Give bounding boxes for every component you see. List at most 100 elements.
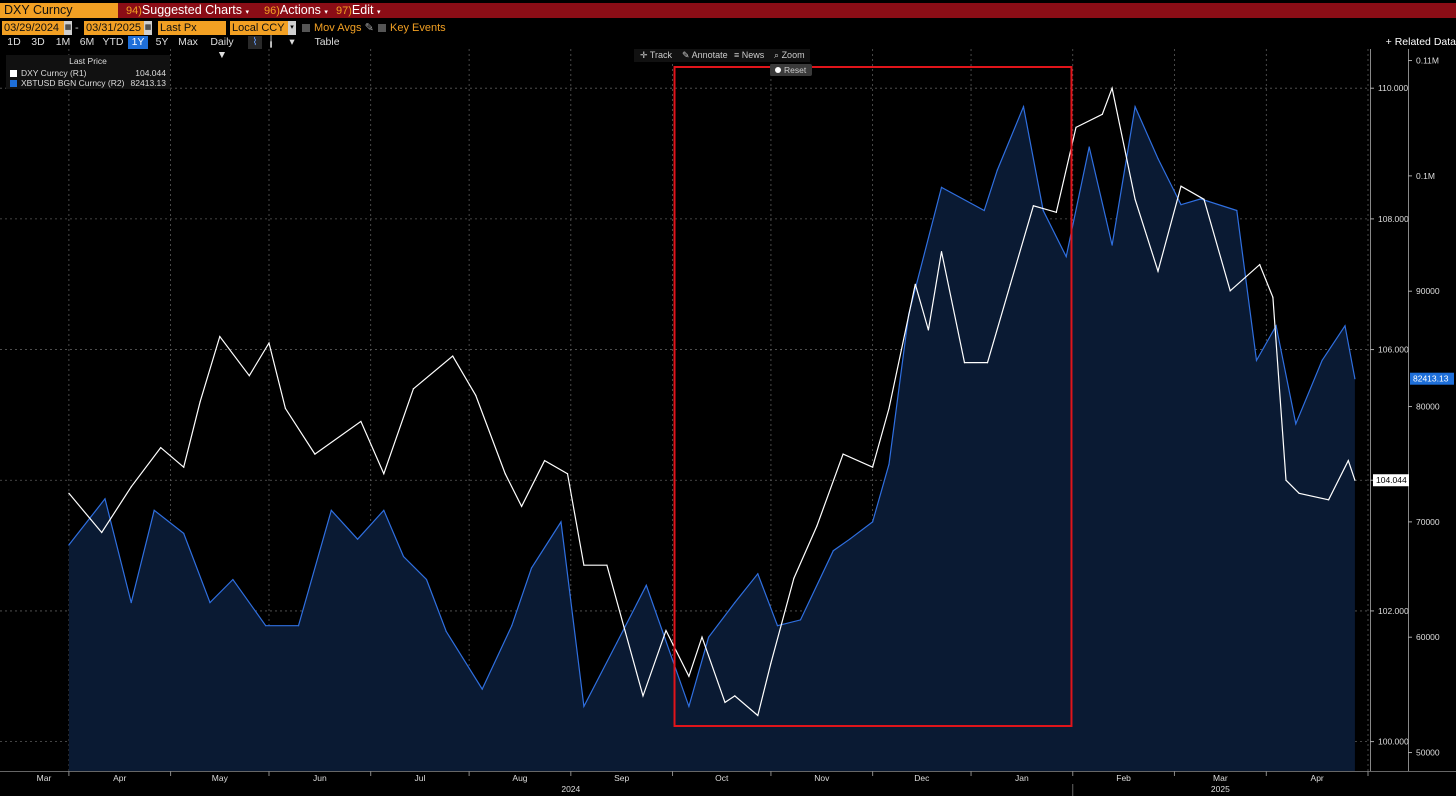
legend-item-btc[interactable]: XBTUSD BGN Curncy (R2) 82413.13 [10, 78, 166, 88]
line-chart-icon[interactable]: ⌇ [248, 36, 262, 49]
dxy-point [101, 531, 103, 534]
table-button[interactable]: Table [314, 36, 340, 48]
dxy-point [701, 636, 703, 638]
btc-point [265, 625, 267, 627]
dxy-point [219, 335, 221, 338]
btc-point [832, 550, 834, 552]
mov-avgs-toggle[interactable]: Mov Avgs ✎ [302, 21, 374, 35]
chevron-down-icon: ▾ [324, 9, 328, 16]
btc-point [1042, 209, 1044, 212]
dxy-point [412, 388, 414, 390]
related-data-button[interactable]: + Related Data [1385, 36, 1456, 48]
calendar-icon[interactable]: ▦ [144, 21, 152, 35]
dxy-point [642, 695, 644, 697]
dxy-point [1354, 479, 1356, 481]
x-tick-label: Feb [1116, 773, 1131, 783]
dxy-point [793, 577, 795, 579]
btc-point [1354, 378, 1356, 380]
range-3d[interactable]: 3D [31, 36, 45, 48]
range-1y[interactable]: 1Y [128, 36, 148, 49]
key-events-toggle[interactable]: Key Events [378, 21, 446, 35]
ticker-input[interactable]: DXY Curncy [0, 3, 118, 18]
start-date-field[interactable]: 03/29/2024 [2, 21, 64, 35]
dxy-point [1134, 198, 1136, 200]
x-tick-label: Mar [37, 773, 52, 783]
range-1d[interactable]: 1D [7, 36, 21, 48]
btc-point [1275, 325, 1277, 327]
magnifier-icon: ⌕ [774, 50, 780, 60]
chevron-down-icon[interactable]: ▾ [288, 21, 296, 35]
chevron-down-icon: ▾ [245, 9, 249, 16]
dxy-point [1203, 198, 1205, 200]
btc-point [616, 642, 618, 644]
dxy-point [475, 394, 477, 396]
btc-point [757, 573, 759, 575]
r2-tick-label: 60000 [1416, 632, 1440, 642]
actions-menu[interactable]: 96)Actions ▾ [264, 3, 328, 17]
edit-menu[interactable]: 97)Edit ▾ [336, 3, 381, 17]
dxy-point [248, 375, 250, 377]
btc-point [560, 521, 562, 523]
news-tool[interactable]: ≡ News [734, 50, 765, 60]
btc-point [104, 498, 106, 500]
price-field-select[interactable]: Last Px [158, 21, 226, 35]
dxy-point [888, 407, 890, 409]
range-max[interactable]: Max [178, 36, 198, 48]
btc-point [481, 688, 483, 690]
range-1m[interactable]: 1M [55, 36, 71, 48]
range-ytd[interactable]: YTD [102, 36, 124, 48]
calendar-icon[interactable]: ▦ [64, 21, 72, 35]
btc-point [1022, 106, 1025, 108]
dxy-point [130, 486, 132, 488]
btc-point [872, 521, 874, 523]
dxy-point [1055, 211, 1057, 213]
track-tool[interactable]: ✛ Track [640, 50, 673, 60]
series-lines [68, 86, 1356, 717]
x-tick-label: Apr [1311, 773, 1324, 783]
dxy-line [68, 86, 1356, 717]
checkbox-icon [302, 24, 310, 32]
r1-tick-label: 102.000 [1378, 606, 1409, 616]
range-5y[interactable]: 5Y [155, 36, 169, 48]
chevron-down-icon[interactable]: ▾ [289, 36, 295, 48]
dxy-point [816, 525, 818, 527]
legend: Last Price DXY Curncy (R1) 104.044 XBTUS… [6, 55, 170, 89]
btc-point [130, 602, 132, 604]
r2-tick-label: 90000 [1416, 286, 1440, 296]
dxy-last-value: 104.044 [1376, 475, 1407, 485]
end-date-field[interactable]: 03/31/2025 [84, 21, 144, 35]
frequency-select[interactable]: Daily ▼ [210, 36, 234, 61]
zoom-tool[interactable]: ⌕ Zoom [774, 50, 805, 60]
news-icon: ≡ [734, 50, 740, 60]
reset-icon [775, 67, 781, 73]
btc-point [1065, 256, 1067, 258]
btc-point [1236, 209, 1238, 212]
dxy-point [383, 473, 385, 475]
btc-point [356, 538, 359, 540]
dxy-point [914, 283, 916, 285]
btc-point [530, 567, 533, 569]
annotate-tool[interactable]: ✎ Annotate [682, 50, 728, 60]
btc-point [983, 209, 985, 212]
range-6m[interactable]: 6M [79, 36, 95, 48]
x-tick-label: Oct [715, 773, 729, 783]
legend-item-dxy[interactable]: DXY Curncy (R1) 104.044 [10, 68, 166, 78]
suggested-charts-menu[interactable]: 94)Suggested Charts ▾ [126, 3, 249, 17]
x-tick-label: Jul [414, 773, 425, 783]
btc-point [688, 705, 690, 708]
dxy-point [734, 695, 736, 697]
currency-select[interactable]: Local CCY [230, 21, 288, 35]
dxy-point [724, 701, 726, 703]
dxy-point [583, 564, 585, 566]
btc-point [849, 538, 851, 540]
legend-swatch [10, 80, 17, 87]
dxy-point [452, 355, 454, 357]
reset-button[interactable]: Reset [770, 64, 812, 76]
settings-bar: 03/29/2024 ▦ - 03/31/2025 ▦ Last Px Loca… [0, 21, 1456, 36]
candlestick-icon[interactable]: ╽ [267, 36, 275, 48]
dxy-point [1285, 479, 1287, 481]
dxy-point [606, 564, 608, 566]
r1-tick-label: 108.000 [1378, 214, 1409, 224]
pencil-icon: ✎ [682, 50, 690, 60]
dxy-point [1009, 283, 1012, 285]
